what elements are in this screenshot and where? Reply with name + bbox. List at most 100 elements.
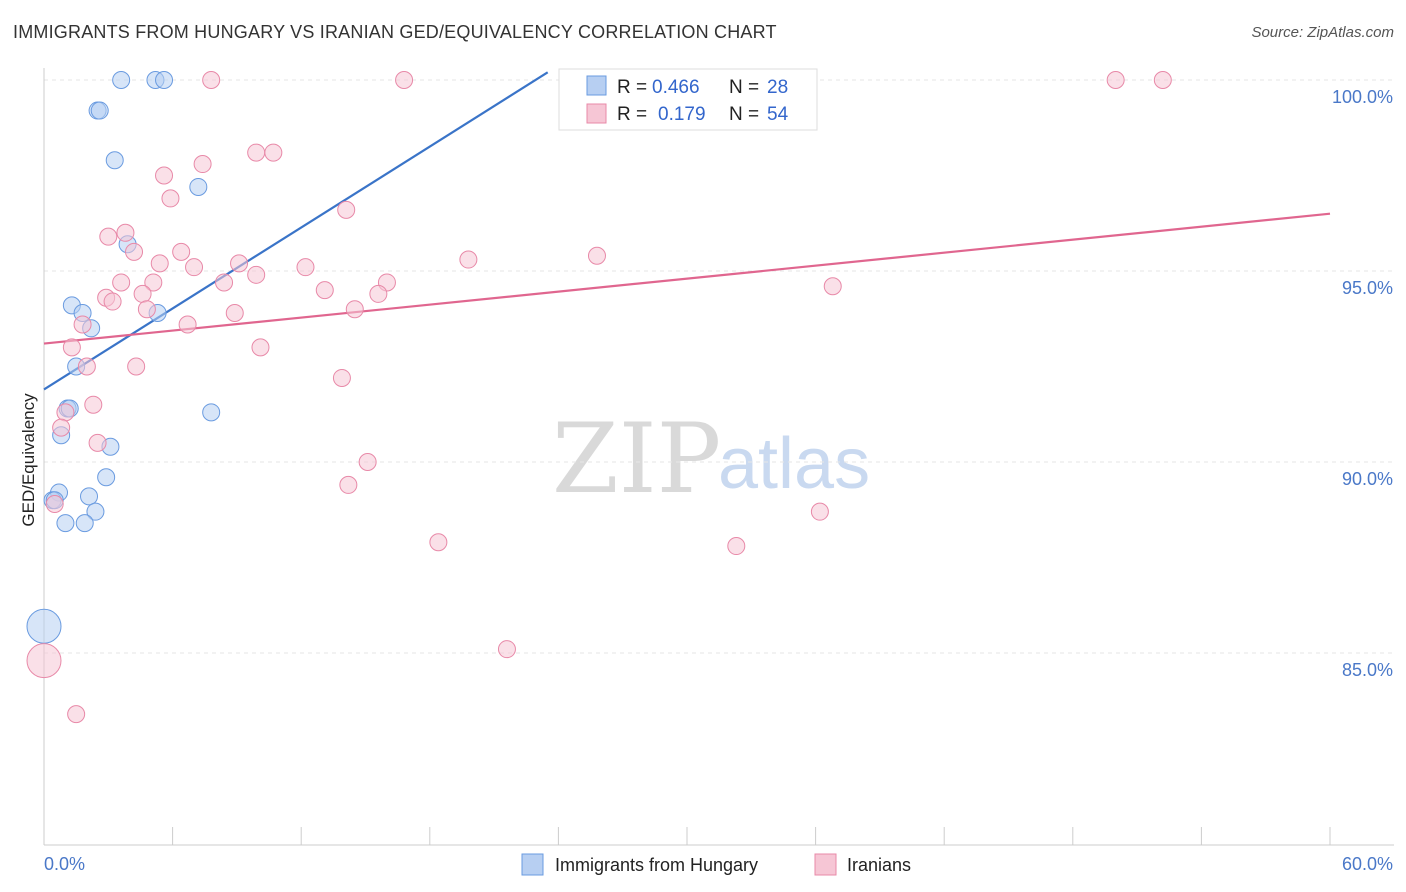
point-iranians-51 — [497, 640, 516, 659]
point-iranians-37 — [62, 338, 81, 357]
y-tick-label-90: 90.0% — [1342, 469, 1393, 489]
point-iranians-47 — [810, 502, 829, 521]
watermark-atlas: atlas — [718, 424, 870, 504]
stats-n-value-iranians: 54 — [767, 104, 789, 125]
point-iranians-33 — [225, 304, 244, 323]
point-iranians-4 — [247, 143, 266, 162]
point-iranians-35 — [73, 315, 92, 334]
point-hungary-5 — [105, 151, 124, 170]
point-iranians-43 — [52, 418, 71, 437]
point-hungary-6 — [189, 177, 208, 196]
legend-swatch-iranians — [814, 853, 837, 876]
point-iranians-7 — [155, 166, 174, 185]
stats-swatch-iranians — [586, 103, 607, 124]
point-iranians-38 — [77, 357, 96, 376]
x-tick-labels: 0.0% 60.0% — [44, 854, 1393, 874]
trend-line-hungary — [43, 71, 549, 391]
point-iranians-5 — [264, 143, 283, 162]
source-credit: Source: ZipAtlas.com — [1251, 24, 1394, 41]
point-iranians-26 — [823, 277, 842, 296]
x-tick-label-max: 60.0% — [1342, 854, 1393, 874]
stats-r-label-hungary: R = — [617, 77, 647, 98]
y-axis-title: GED/Equivalency — [19, 393, 38, 527]
axes — [43, 68, 1394, 846]
point-iranians-45 — [358, 453, 377, 471]
point-iranians-31 — [137, 300, 156, 319]
point-iranians-1 — [395, 71, 414, 89]
point-iranians-23 — [112, 273, 131, 292]
point-iranians-2 — [1106, 71, 1125, 89]
trend-lines — [43, 71, 1331, 391]
point-iranians-15 — [230, 254, 249, 273]
point-hungary-2 — [155, 71, 174, 89]
point-iranians-21 — [215, 273, 234, 292]
y-tick-label-100: 100.0% — [1332, 87, 1393, 107]
point-iranians-0 — [202, 71, 221, 89]
point-iranians-3 — [1153, 71, 1172, 89]
point-hungary-25 — [75, 514, 94, 533]
point-hungary-23 — [86, 502, 105, 521]
point-iranians-11 — [99, 227, 118, 246]
chart-title: IMMIGRANTS FROM HUNGARY VS IRANIAN GED/E… — [13, 22, 777, 42]
stats-swatch-hungary — [586, 75, 607, 96]
legend-label-hungary: Immigrants from Hungary — [555, 855, 758, 875]
point-hungary-15 — [202, 403, 221, 422]
stats-n-value-hungary: 28 — [767, 77, 788, 98]
legend-label-iranians: Iranians — [847, 855, 911, 875]
point-iranians-27 — [133, 284, 152, 303]
stats-r-value-iranians: 0.179 — [658, 104, 706, 125]
point-iranians-50 — [727, 537, 746, 556]
stats-r-value-hungary: 0.466 — [652, 77, 700, 98]
point-iranians-29 — [369, 284, 388, 303]
y-tick-label-95: 95.0% — [1342, 278, 1393, 298]
series-legend: Immigrants from Hungary Iranians — [521, 853, 911, 876]
point-iranians-32 — [345, 300, 364, 319]
watermark: ZIP atlas — [552, 403, 870, 515]
legend-swatch-hungary — [521, 853, 544, 876]
point-iranians-40 — [332, 368, 351, 387]
point-iranians-44 — [88, 433, 107, 452]
stats-r-label-iranians: R = — [617, 104, 647, 125]
point-iranians-53 — [26, 643, 62, 679]
watermark-zip: ZIP — [552, 403, 721, 515]
point-iranians-8 — [161, 189, 180, 208]
stats-n-label-hungary: N = — [729, 77, 759, 98]
point-iranians-17 — [587, 246, 606, 265]
point-hungary-18 — [97, 468, 116, 487]
point-iranians-6 — [193, 155, 212, 174]
point-iranians-52 — [67, 705, 86, 724]
point-hungary-20 — [80, 487, 99, 506]
point-iranians-48 — [45, 495, 64, 514]
y-tick-label-85: 85.0% — [1342, 660, 1393, 680]
trend-line-iranians — [43, 212, 1331, 345]
x-tick-label-min: 0.0% — [44, 854, 85, 874]
grid-lines — [44, 79, 1394, 654]
point-iranians-41 — [84, 395, 103, 414]
stats-n-label-iranians: N = — [729, 104, 759, 125]
point-iranians-30 — [103, 292, 122, 311]
point-iranians-19 — [296, 258, 315, 277]
point-iranians-16 — [459, 250, 478, 269]
point-iranians-10 — [116, 223, 135, 242]
point-iranians-13 — [172, 242, 191, 261]
point-hungary-27 — [26, 608, 62, 644]
point-iranians-39 — [127, 357, 146, 376]
point-iranians-9 — [337, 200, 356, 219]
point-hungary-4 — [90, 101, 109, 120]
point-iranians-25 — [315, 281, 334, 300]
point-iranians-20 — [247, 265, 266, 284]
point-iranians-34 — [178, 315, 197, 334]
point-iranians-14 — [150, 254, 169, 273]
data-points — [26, 71, 1172, 724]
point-iranians-18 — [185, 258, 204, 277]
point-iranians-24 — [144, 273, 163, 292]
point-iranians-46 — [339, 475, 358, 494]
stats-legend: R = 0.466 N = 28 R = 0.179 N = 54 — [558, 68, 818, 131]
point-hungary-0 — [112, 71, 131, 89]
point-iranians-42 — [56, 403, 75, 422]
point-iranians-36 — [251, 338, 270, 357]
y-tick-labels: 85.0% 90.0% 95.0% 100.0% — [1332, 87, 1393, 680]
point-iranians-12 — [125, 242, 144, 261]
point-iranians-49 — [429, 533, 448, 552]
